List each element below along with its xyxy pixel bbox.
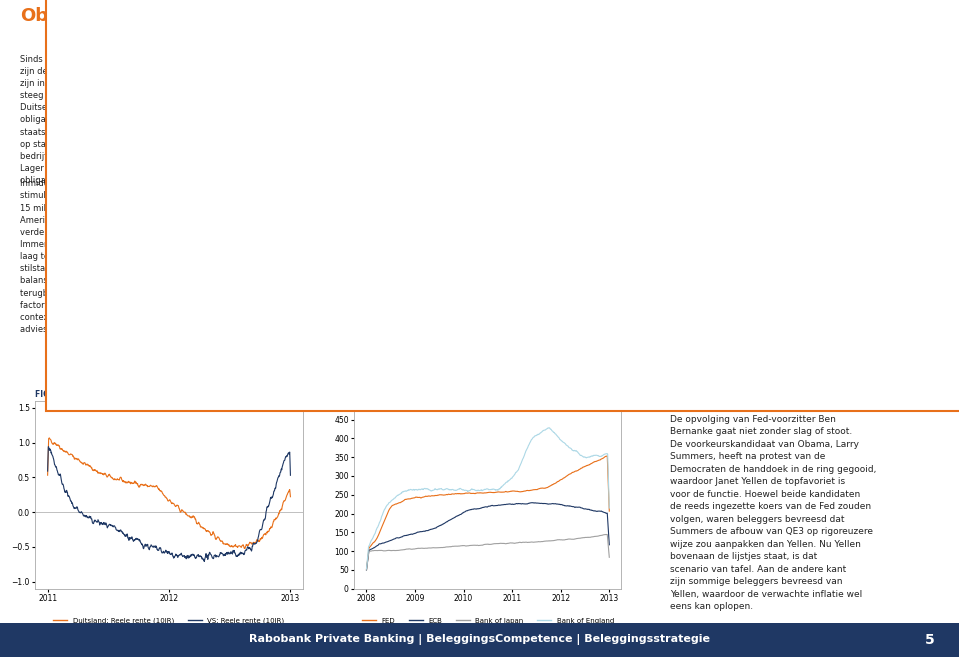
FED <box>544 482 555 490</box>
FED <box>523 487 534 495</box>
Legend: FED, ECB, Bank of Japan, Bank of England: FED, ECB, Bank of Japan, Bank of England <box>359 615 617 627</box>
Text: Binnen obligaties zijn staatsobligaties
maximaal onderwogen. In plaats van het
b: Binnen obligaties zijn staatsobligaties … <box>697 204 906 263</box>
Bank of England <box>404 486 415 494</box>
Bank of England <box>523 442 534 449</box>
ECB <box>423 526 434 534</box>
Text: Om in de gaten te houden: Om in de gaten te houden <box>669 379 843 392</box>
ECB <box>526 499 538 507</box>
Line: Bank of Japan: Bank of Japan <box>366 534 609 570</box>
Line: FED: FED <box>366 456 609 569</box>
VS: Reele rente (10JR): (0.00286, 0.94): Reele rente (10JR): (0.00286, 0.94) <box>42 443 54 451</box>
Text: ■: ■ <box>667 140 676 148</box>
Text: Rabobank Private Banking | BeleggingsCompetence | Beleggingsstrategie: Rabobank Private Banking | BeleggingsCom… <box>249 635 710 645</box>
Bank of England <box>503 476 515 484</box>
Bank of Japan <box>471 541 482 549</box>
Bank of Japan <box>361 566 372 574</box>
Line: Bank of England: Bank of England <box>366 428 609 569</box>
ECB <box>471 505 482 513</box>
FED <box>423 492 434 500</box>
ECB <box>544 500 555 508</box>
Bank of Japan <box>404 545 415 553</box>
FED <box>404 495 415 503</box>
FED <box>361 565 372 573</box>
Line: VS: Reele rente (10JR): VS: Reele rente (10JR) <box>48 447 291 562</box>
Text: Sinds het moment dat Fed-voorzitter Bernanke voorsorteerde op een minder uitbund: Sinds het moment dat Fed-voorzitter Bern… <box>20 55 475 185</box>
Text: De koerswijziging van de Fed heeft
wereldwijd rentes opgejaagd, van negatieve
re: De koerswijziging van de Fed heeft werel… <box>697 50 899 97</box>
Text: De opvolging van Fed-voorzitter Ben
Bernanke gaat niet zonder slag of stoot.
De : De opvolging van Fed-voorzitter Ben Bern… <box>669 415 876 611</box>
Line: Duitsland: Reele rente (10JR): Duitsland: Reele rente (10JR) <box>48 438 291 549</box>
Bank of England <box>471 487 482 495</box>
Duitsland: Reele rente (10JR): (0.283, 0.465): Reele rente (10JR): (0.283, 0.465) <box>110 476 122 484</box>
ECB <box>523 499 534 507</box>
Text: 5: 5 <box>925 633 935 647</box>
ECB <box>503 500 515 508</box>
Duitsland: Reele rente (10JR): (0.78, -0.491): Reele rente (10JR): (0.78, -0.491) <box>231 543 243 551</box>
VS: Reele rente (10JR): (0.781, -0.624): Reele rente (10JR): (0.781, -0.624) <box>231 552 243 560</box>
FED <box>503 487 515 495</box>
FED <box>601 452 613 460</box>
Bank of Japan <box>523 539 534 547</box>
VS: Reele rente (10JR): (0.283, -0.255): Reele rente (10JR): (0.283, -0.255) <box>110 526 122 533</box>
ECB <box>603 541 615 549</box>
Text: Rabobank: Rabobank <box>869 50 927 60</box>
FED <box>603 507 615 515</box>
Duitsland: Reele rente (10JR): (0.658, -0.274): Reele rente (10JR): (0.658, -0.274) <box>201 527 213 535</box>
Text: Ondanks deze rentesprong blijven veilige
obligaties duur en is het rendement
gev: Ondanks deze rentesprong blijven veilige… <box>697 140 896 187</box>
Duitsland: Reele rente (10JR): (0.318, 0.434): Reele rente (10JR): (0.318, 0.434) <box>119 478 130 486</box>
Bank of England <box>361 565 372 573</box>
Duitsland: Reele rente (10JR): (0.00715, 1.07): Reele rente (10JR): (0.00715, 1.07) <box>43 434 55 442</box>
Bank of England <box>603 504 615 512</box>
VS: Reele rente (10JR): (1, 0.529): Reele rente (10JR): (1, 0.529) <box>285 471 296 479</box>
Duitsland: Reele rente (10JR): (1, 0.221): Reele rente (10JR): (1, 0.221) <box>285 493 296 501</box>
VS: Reele rente (10JR): (0.904, 0.0774): Reele rente (10JR): (0.904, 0.0774) <box>262 503 273 510</box>
VS: Reele rente (10JR): (0.66, -0.679): Reele rente (10JR): (0.66, -0.679) <box>202 555 214 563</box>
Text: FIGUUR 8: NOG STEEDS UITBUNDIG MONETAIR BELEID: FIGUUR 8: NOG STEEDS UITBUNDIG MONETAIR … <box>355 390 588 399</box>
Bank of Japan <box>544 537 555 545</box>
ECB <box>361 566 372 574</box>
Text: Inmiddels heerst onder beleggers een breed gedragen verwachting dat de Fed deze : Inmiddels heerst onder beleggers een bre… <box>20 179 491 334</box>
Bank of Japan <box>600 530 612 538</box>
VS: Reele rente (10JR): (0, 0.59): Reele rente (10JR): (0, 0.59) <box>42 467 54 475</box>
Text: Obligaties: Obligaties <box>20 7 123 25</box>
Legend: Duitsland: Reele rente (10JR), VS: Reele rente (10JR): Duitsland: Reele rente (10JR), VS: Reele… <box>51 614 288 627</box>
Text: FIGUUR 7: RENTESTIJGING WAS VOLLEDIG REEEL: FIGUUR 7: RENTESTIJGING WAS VOLLEDIG REE… <box>35 390 245 399</box>
Text: De nadruk ligt op bedrijfsobligaties,
covered bonds en high yield obligaties.
Ee: De nadruk ligt op bedrijfsobligaties, co… <box>697 291 883 338</box>
Duitsland: Reele rente (10JR): (0.904, -0.287): Reele rente (10JR): (0.904, -0.287) <box>262 528 273 536</box>
ECB <box>404 531 415 539</box>
VS: Reele rente (10JR): (0.318, -0.32): Reele rente (10JR): (0.318, -0.32) <box>119 530 130 538</box>
Text: ■: ■ <box>667 50 676 58</box>
Line: ECB: ECB <box>366 503 609 570</box>
Bank of Japan <box>603 553 615 561</box>
Bank of England <box>544 424 555 432</box>
Duitsland: Reele rente (10JR): (0.813, -0.523): Reele rente (10JR): (0.813, -0.523) <box>239 545 250 553</box>
FED <box>471 489 482 497</box>
Duitsland: Reele rente (10JR): (0.246, 0.506): Reele rente (10JR): (0.246, 0.506) <box>102 473 113 481</box>
Bank of Japan <box>423 544 434 552</box>
VS: Reele rente (10JR): (0.246, -0.226): Reele rente (10JR): (0.246, -0.226) <box>102 524 113 532</box>
Text: ■: ■ <box>667 204 676 214</box>
VS: Reele rente (10JR): (0.645, -0.71): Reele rente (10JR): (0.645, -0.71) <box>199 558 210 566</box>
Duitsland: Reele rente (10JR): (0, 0.531): Reele rente (10JR): (0, 0.531) <box>42 471 54 479</box>
Text: Kernpunten obligaties: Kernpunten obligaties <box>667 10 824 23</box>
Bank of England <box>544 424 555 432</box>
Bank of England <box>423 486 434 493</box>
Bank of Japan <box>503 539 515 547</box>
Text: ■: ■ <box>667 291 676 300</box>
